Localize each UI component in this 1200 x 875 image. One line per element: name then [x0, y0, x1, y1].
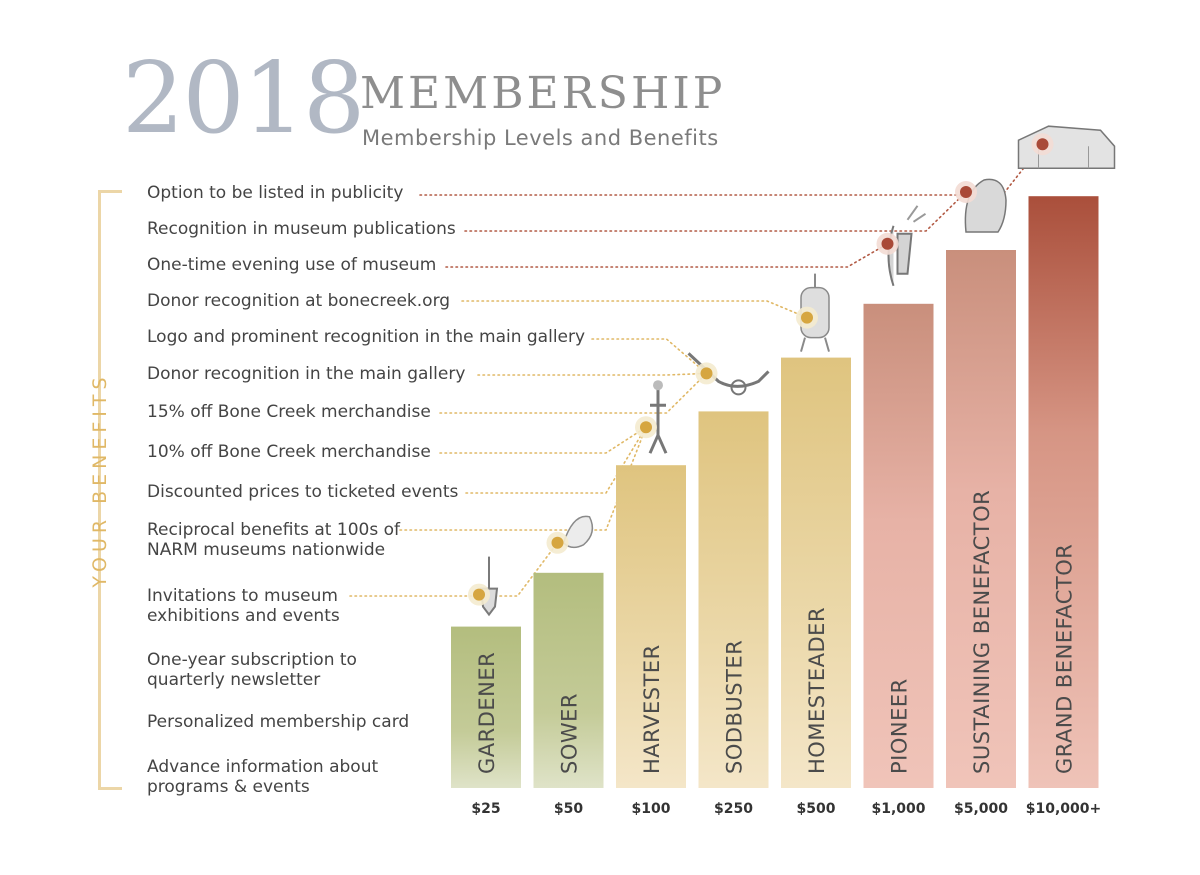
benefit-item: Personalized membership card: [147, 712, 409, 732]
benefit-text: One-time evening use of museum: [147, 255, 437, 275]
benefit-text: Logo and prominent recognition in the ma…: [147, 327, 586, 347]
bar-label: HARVESTER: [640, 644, 664, 774]
price-label: $10,000+: [1026, 801, 1102, 817]
benefit-text: One-year subscription to: [147, 650, 357, 670]
leader-line: [465, 426, 647, 494]
bar-label: GRAND BENEFACTOR: [1053, 544, 1077, 774]
bar-label: SOWER: [558, 693, 582, 774]
benefit-item: Recognition in museum publications: [147, 219, 456, 239]
benefit-item: One-year subscription to quarterly newsle…: [147, 650, 357, 690]
leader-line: [419, 143, 1044, 196]
price-labels-group: $25 $50 $100 $250 $500 $1,000 $5,000 $10,000+: [471, 801, 1101, 817]
leader-line: [439, 426, 647, 454]
plow-icon: [687, 352, 770, 396]
benefit-text: Advance information about: [147, 757, 379, 777]
bar-sower: [533, 572, 604, 788]
leader-line: [349, 542, 559, 597]
price-label: $100: [632, 801, 671, 817]
benefit-item: Option to be listed in publicity: [147, 183, 403, 203]
price-label: $5,000: [954, 801, 1008, 817]
bar-label: PIONEER: [888, 678, 912, 774]
benefit-text: Option to be listed in publicity: [147, 183, 404, 203]
farmer-icon: [635, 380, 668, 454]
benefit-item: 15% off Bone Creek merchandise: [147, 402, 431, 422]
bar-sodbuster: [698, 411, 769, 788]
benefit-item: Donor recognition in the main gallery: [147, 364, 465, 384]
price-label: $500: [797, 801, 836, 817]
bar-label: SODBUSTER: [723, 640, 747, 774]
page-title: MEMBERSHIP: [360, 68, 726, 119]
year-heading: 2018: [122, 42, 365, 156]
benefit-item: Reciprocal benefits at 100s of NARM museu…: [147, 520, 400, 560]
benefit-text: Donor recognition in the main gallery: [147, 364, 466, 384]
bar-grand-benefactor: [1028, 196, 1099, 788]
benefit-item: Advance information about programs & even…: [147, 757, 378, 797]
leader-line: [477, 372, 708, 376]
leader-line: [464, 191, 967, 232]
benefit-item: Donor recognition at bonecreek.org: [147, 291, 450, 311]
benefit-text: Donor recognition at bonecreek.org: [147, 291, 451, 311]
bar-pioneer: [863, 303, 934, 788]
leader-line: [591, 338, 708, 375]
bars-group: [451, 196, 1099, 788]
leader-line: [439, 372, 708, 414]
benefit-text: programs & events: [147, 777, 310, 797]
benefit-text: Discounted prices to ticketed events: [147, 482, 459, 502]
bar-labels-group: GARDENER SOWER HARVESTER SODBUSTER HOMESTEAD…: [475, 490, 1077, 774]
leader-line: [461, 300, 808, 319]
benefit-item: Logo and prominent recognition in the ma…: [147, 327, 585, 347]
benefit-text: quarterly newsletter: [147, 670, 321, 690]
leader-line: [399, 426, 647, 531]
benefit-item: One-time evening use of museum: [147, 255, 436, 275]
benefit-item: Invitations to museum exhibitions and eve…: [147, 586, 340, 626]
benefit-text: NARM museums nationwide: [147, 540, 386, 560]
benefit-item: 10% off Bone Creek merchandise: [147, 442, 431, 462]
seed-icon: [546, 515, 594, 554]
price-label: $250: [714, 801, 753, 817]
benefit-text: Recognition in museum publications: [147, 219, 456, 239]
harvester-figure-icon: [876, 205, 927, 287]
price-label: $50: [554, 801, 583, 817]
bar-gardener: [451, 626, 521, 788]
price-label: $1,000: [871, 801, 925, 817]
bar-sustaining-benefactor: [946, 250, 1016, 788]
benefits-bracket: [98, 190, 122, 790]
stove-icon: [796, 273, 830, 352]
leader-line: [445, 243, 889, 268]
bar-homesteader: [781, 357, 851, 788]
bar-harvester: [616, 465, 686, 788]
benefit-text: Personalized membership card: [147, 712, 410, 732]
bar-label: HOMESTEADER: [805, 607, 829, 774]
benefit-item: Discounted prices to ticketed events: [147, 482, 458, 502]
benefit-text: Reciprocal benefits at 100s of: [147, 520, 400, 540]
benefit-text: 15% off Bone Creek merchandise: [147, 402, 431, 422]
barn-icon: [1017, 125, 1116, 169]
bar-label: SUSTAINING BENEFACTOR: [970, 490, 994, 774]
benefit-text: 10% off Bone Creek merchandise: [147, 442, 431, 462]
price-label: $25: [471, 801, 500, 817]
trowel-icon: [468, 556, 499, 617]
page-subtitle: Membership Levels and Benefits: [362, 126, 719, 150]
benefit-text: Invitations to museum: [147, 586, 338, 606]
icons-group: [468, 125, 1116, 617]
benefit-text: exhibitions and events: [147, 606, 340, 626]
bar-label: GARDENER: [475, 652, 499, 774]
bison-icon: [955, 178, 1007, 233]
